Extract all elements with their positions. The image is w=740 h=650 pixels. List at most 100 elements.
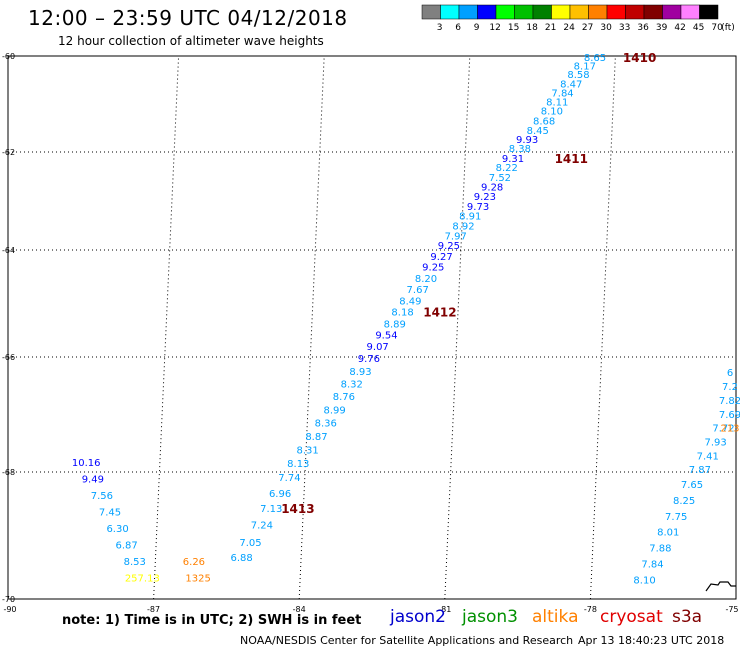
colorbar-label: 42 <box>674 23 685 33</box>
colorbar-label: 9 <box>474 23 480 33</box>
wave-height-value: 9.31 <box>502 154 524 165</box>
latitude-label: -62 <box>2 148 15 157</box>
credit-line: NOAA/NESDIS Center for Satellite Applica… <box>240 634 574 647</box>
wave-height-value: 8.18 <box>391 308 413 319</box>
wave-height-value: 7.74 <box>278 473 300 484</box>
wave-height-value: 7.24 <box>251 521 273 532</box>
wave-height-value: 8.49 <box>399 296 421 307</box>
colorbar-label: 21 <box>545 23 556 33</box>
longitude-label: -78 <box>584 605 597 614</box>
wave-height-value: 8.13 <box>287 459 309 470</box>
wave-height-value: 8.65 <box>584 53 606 64</box>
wave-height-value: 7.72 <box>712 424 734 435</box>
pass-time-label: 1411 <box>555 152 588 166</box>
wave-height-value: 8.76 <box>333 392 355 403</box>
wave-height-value: 8.92 <box>452 222 474 233</box>
wave-height-value: 9.54 <box>375 331 397 342</box>
colorbar-label: 36 <box>637 23 649 33</box>
wave-height-value: 9.76 <box>358 354 380 365</box>
colorbar-label: 24 <box>563 23 575 33</box>
wave-height-value: 8.58 <box>567 70 589 81</box>
colorbar-label: 18 <box>526 23 538 33</box>
wave-height-value: 6.30 <box>106 524 128 535</box>
map-title: 12:00 – 23:59 UTC 04/12/2018 <box>28 6 348 30</box>
wave-height-value: 9.27 <box>430 252 452 263</box>
wave-height-value: 8.22 <box>496 163 518 174</box>
wave-height-value: 7.93 <box>704 438 726 449</box>
latitude-label: -70 <box>2 595 15 604</box>
wave-height-value: 8.45 <box>527 126 549 137</box>
map-frame <box>7 55 737 600</box>
wave-height-value: 7.67 <box>407 285 429 296</box>
wave-height-value: 8.38 <box>509 144 531 155</box>
satellite-legend-altika: altika <box>532 607 579 627</box>
units-note: note: 1) Time is in UTC; 2) SWH is in fe… <box>62 613 362 628</box>
wave-height-value: 9.93 <box>516 135 538 146</box>
pass-time-label: 1413 <box>281 502 314 516</box>
longitude-label: -84 <box>293 605 306 614</box>
wave-height-value: 8.31 <box>296 446 318 457</box>
longitude-label: -75 <box>725 605 738 614</box>
wave-height-value: 8.93 <box>349 367 371 378</box>
wave-height-value: 9.28 <box>481 182 503 193</box>
latitude-label: -66 <box>2 353 15 362</box>
wave-height-value: 8.87 <box>305 432 327 443</box>
wave-height-value: 9.07 <box>367 342 389 353</box>
wave-height-value: 7.05 <box>239 538 261 549</box>
wave-height-value: 8.10 <box>541 107 563 118</box>
wave-height-value: 6.96 <box>269 489 291 500</box>
wave-height-value: 8.89 <box>384 319 406 330</box>
wave-height-value: 7.41 <box>697 451 719 462</box>
wave-height-value: 9.49 <box>82 474 104 485</box>
latitude-label: -64 <box>2 246 15 255</box>
longitude-gridline <box>589 55 616 600</box>
latitude-label: -60 <box>2 52 15 61</box>
wave-height-value: 7.52 <box>489 173 511 184</box>
colorbar-label: 15 <box>508 23 519 33</box>
colorbar-swatch <box>699 4 719 20</box>
wave-height-value: 8.32 <box>341 379 363 390</box>
wave-height-value: 7.45 <box>99 507 121 518</box>
wave-height-value: 1325 <box>185 573 210 584</box>
wave-height-value: 9.25 <box>422 263 444 274</box>
satellite-legend-cryosat: cryosat <box>600 607 663 627</box>
satellite-legend-s3a: s3a <box>672 607 703 627</box>
wave-height-value: 8.01 <box>657 528 679 539</box>
pass-time-label: 1410 <box>623 51 656 65</box>
wave-height-value: 8.20 <box>415 274 437 285</box>
wave-height-value: 10.16 <box>72 458 101 469</box>
generated-timestamp: Apr 13 18:40:23 UTC 2018 <box>578 634 725 647</box>
wave-height-value: 213 <box>720 424 739 435</box>
wave-height-value: 7.13 <box>260 504 282 515</box>
latitude-label: -68 <box>2 468 15 477</box>
wave-height-value: 7.97 <box>445 231 467 242</box>
longitude-gridline <box>153 55 180 600</box>
longitude-gridline <box>444 55 471 600</box>
longitude-label: -90 <box>3 605 16 614</box>
wave-height-value: 8.53 <box>124 557 146 568</box>
colorbar-label: 45 <box>693 23 704 33</box>
wave-height-value: 8.17 <box>574 62 596 73</box>
wave-height-value: 7.2 <box>722 382 738 393</box>
wave-height-value: 6.88 <box>231 553 253 564</box>
wave-height-value: 7.65 <box>681 480 703 491</box>
colorbar-label: 6 <box>455 23 461 33</box>
wave-height-value: 7.69 <box>719 410 740 421</box>
wave-height-value: 9.73 <box>467 202 489 213</box>
colorbar-label: 27 <box>582 23 593 33</box>
map-subtitle: 12 hour collection of altimeter wave hei… <box>58 34 324 48</box>
longitude-label: -87 <box>147 605 160 614</box>
wave-height-value: 6 <box>727 368 733 379</box>
satellite-legend-jason3: jason3 <box>462 607 518 627</box>
wave-height-value: 7.82 <box>719 396 740 407</box>
wave-height-value: 8.10 <box>633 575 655 586</box>
longitude-gridline <box>298 55 325 600</box>
wave-height-value: 7.87 <box>689 465 711 476</box>
wave-height-value: 7.56 <box>91 491 113 502</box>
colorbar-unit: (ft) <box>721 23 735 33</box>
wave-height-value: 8.11 <box>546 98 568 109</box>
wave-height-value: 257.13 <box>125 573 160 584</box>
wave-height-value: 8.25 <box>673 496 695 507</box>
wave-height-value: 6.87 <box>115 540 137 551</box>
longitude-label: -81 <box>438 605 451 614</box>
